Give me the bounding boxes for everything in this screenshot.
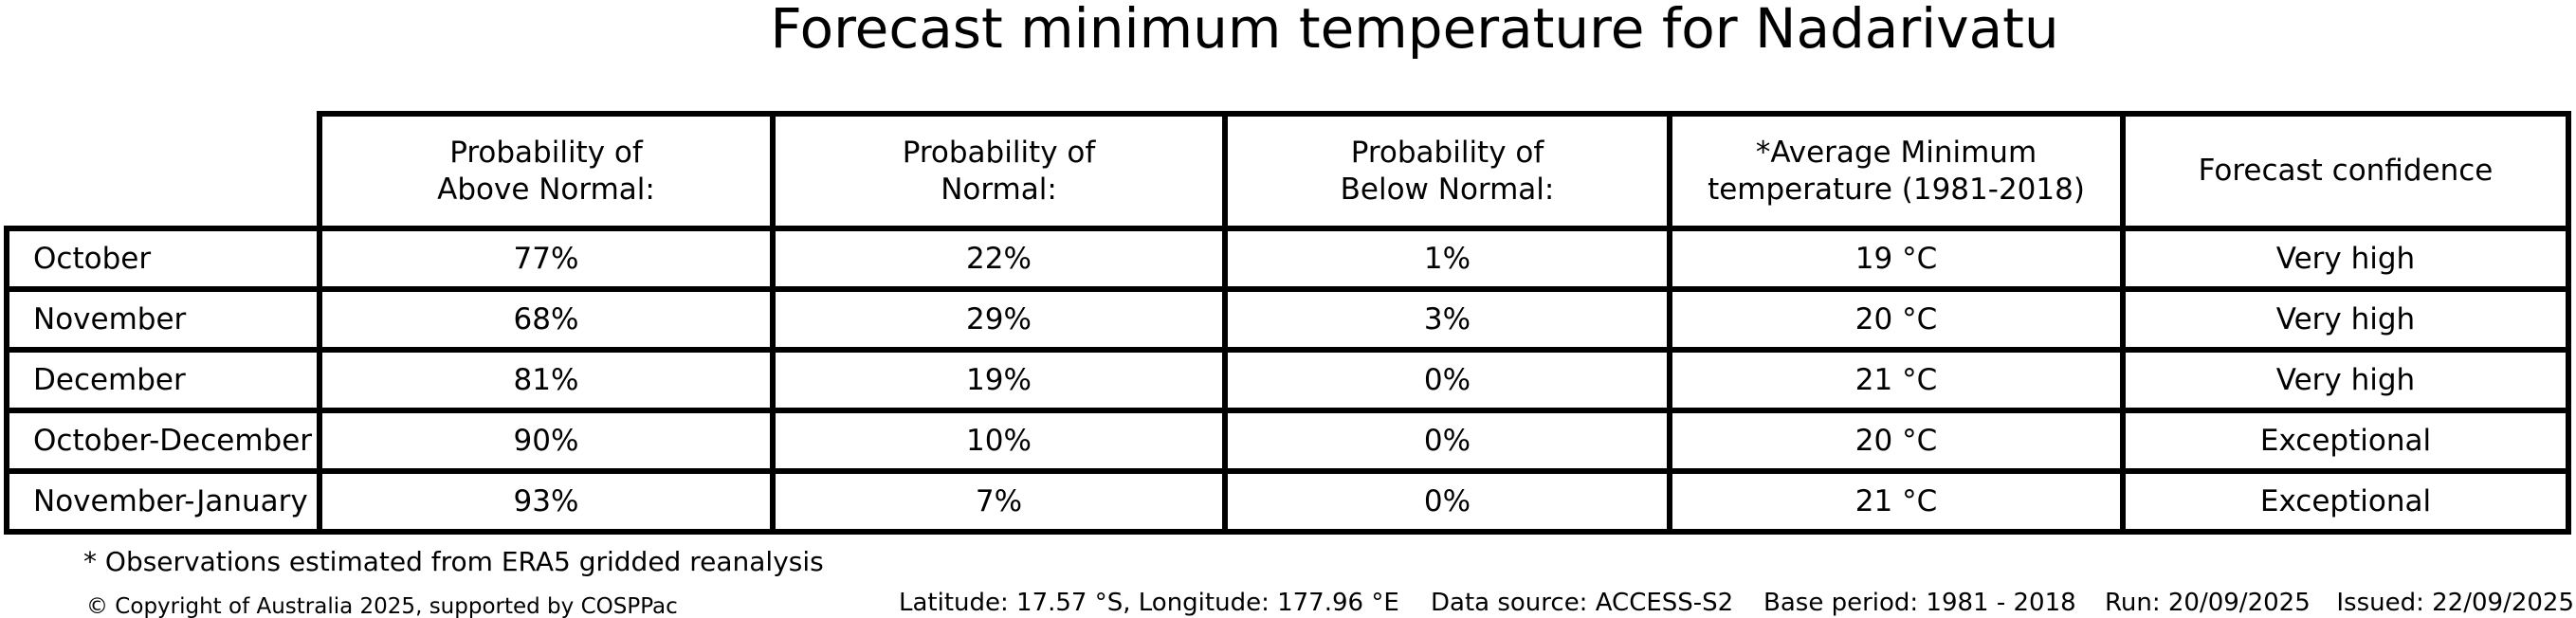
col-header-average-minimum: *Average Minimum temperature (1981-2018)	[1667, 111, 2126, 231]
table-cell: 81%	[317, 347, 776, 413]
table-cell: 77%	[317, 226, 776, 292]
table-row: November 68% 29% 3% 20 °C Very high	[4, 286, 2571, 353]
copyright-text: © Copyright of Australia 2025, supported…	[86, 594, 678, 618]
col-header-above-normal: Probability of Above Normal:	[317, 111, 776, 231]
table-cell: Exceptional	[2120, 468, 2571, 535]
table-cell: 20 °C	[1667, 286, 2126, 353]
footnote: * Observations estimated from ERA5 gridd…	[83, 546, 824, 577]
table-cell: Very high	[2120, 347, 2571, 413]
table-cell: 19 °C	[1667, 226, 2126, 292]
table-row: October 77% 22% 1% 19 °C Very high	[4, 226, 2571, 292]
table-row: November-January 93% 7% 0% 21 °C Excepti…	[4, 468, 2571, 535]
base-period-text: Base period: 1981 - 2018	[1763, 589, 2076, 617]
table-cell: 10%	[770, 408, 1228, 474]
table-cell: 21 °C	[1667, 347, 2126, 413]
row-label: December	[4, 347, 322, 413]
corner-blank-cell	[7, 114, 320, 228]
row-label: November-January	[4, 468, 322, 535]
header-line: Probability of	[449, 135, 643, 170]
table-row: October-December 90% 10% 0% 20 °C Except…	[4, 408, 2571, 474]
header-line: temperature (1981-2018)	[1708, 172, 2085, 207]
header-line: *Average Minimum	[1755, 135, 2037, 170]
table-cell: 29%	[770, 286, 1228, 353]
table-cell: 20 °C	[1667, 408, 2126, 474]
table-cell: 1%	[1222, 226, 1672, 292]
header-line: Forecast confidence	[2198, 154, 2494, 188]
table-cell: 19%	[770, 347, 1228, 413]
table-header-row: Probability of Above Normal: Probability…	[7, 111, 2571, 231]
header-line: Below Normal:	[1340, 172, 1555, 207]
table-cell: Very high	[2120, 286, 2571, 353]
row-label: October-December	[4, 408, 322, 474]
header-line: Probability of	[902, 135, 1096, 170]
table-cell: Very high	[2120, 226, 2571, 292]
header-line: Above Normal:	[437, 172, 655, 207]
page-title: Forecast minimum temperature for Nadariv…	[770, 0, 2059, 61]
row-label: October	[4, 226, 322, 292]
col-header-normal: Probability of Normal:	[770, 111, 1228, 231]
table-cell: 68%	[317, 286, 776, 353]
col-header-below-normal: Probability of Below Normal:	[1222, 111, 1672, 231]
table-cell: 0%	[1222, 468, 1672, 535]
run-date-text: Run: 20/09/2025	[2105, 589, 2311, 617]
row-label: November	[4, 286, 322, 353]
table-cell: Exceptional	[2120, 408, 2571, 474]
table-cell: 21 °C	[1667, 468, 2126, 535]
data-source-text: Data source: ACCESS-S2	[1431, 589, 1734, 617]
col-header-forecast-confidence: Forecast confidence	[2120, 111, 2571, 231]
table-cell: 7%	[770, 468, 1228, 535]
table-row: December 81% 19% 0% 21 °C Very high	[4, 347, 2571, 413]
forecast-table: Probability of Above Normal: Probability…	[4, 111, 2571, 535]
location-text: Latitude: 17.57 °S, Longitude: 177.96 °E	[899, 589, 1399, 617]
table-cell: 22%	[770, 226, 1228, 292]
table-cell: 0%	[1222, 408, 1672, 474]
table-cell: 93%	[317, 468, 776, 535]
header-line: Normal:	[941, 172, 1057, 207]
table-cell: 90%	[317, 408, 776, 474]
table-cell: 3%	[1222, 286, 1672, 353]
table-cell: 0%	[1222, 347, 1672, 413]
issued-date-text: Issued: 22/09/2025	[2336, 589, 2574, 617]
header-line: Probability of	[1350, 135, 1544, 170]
